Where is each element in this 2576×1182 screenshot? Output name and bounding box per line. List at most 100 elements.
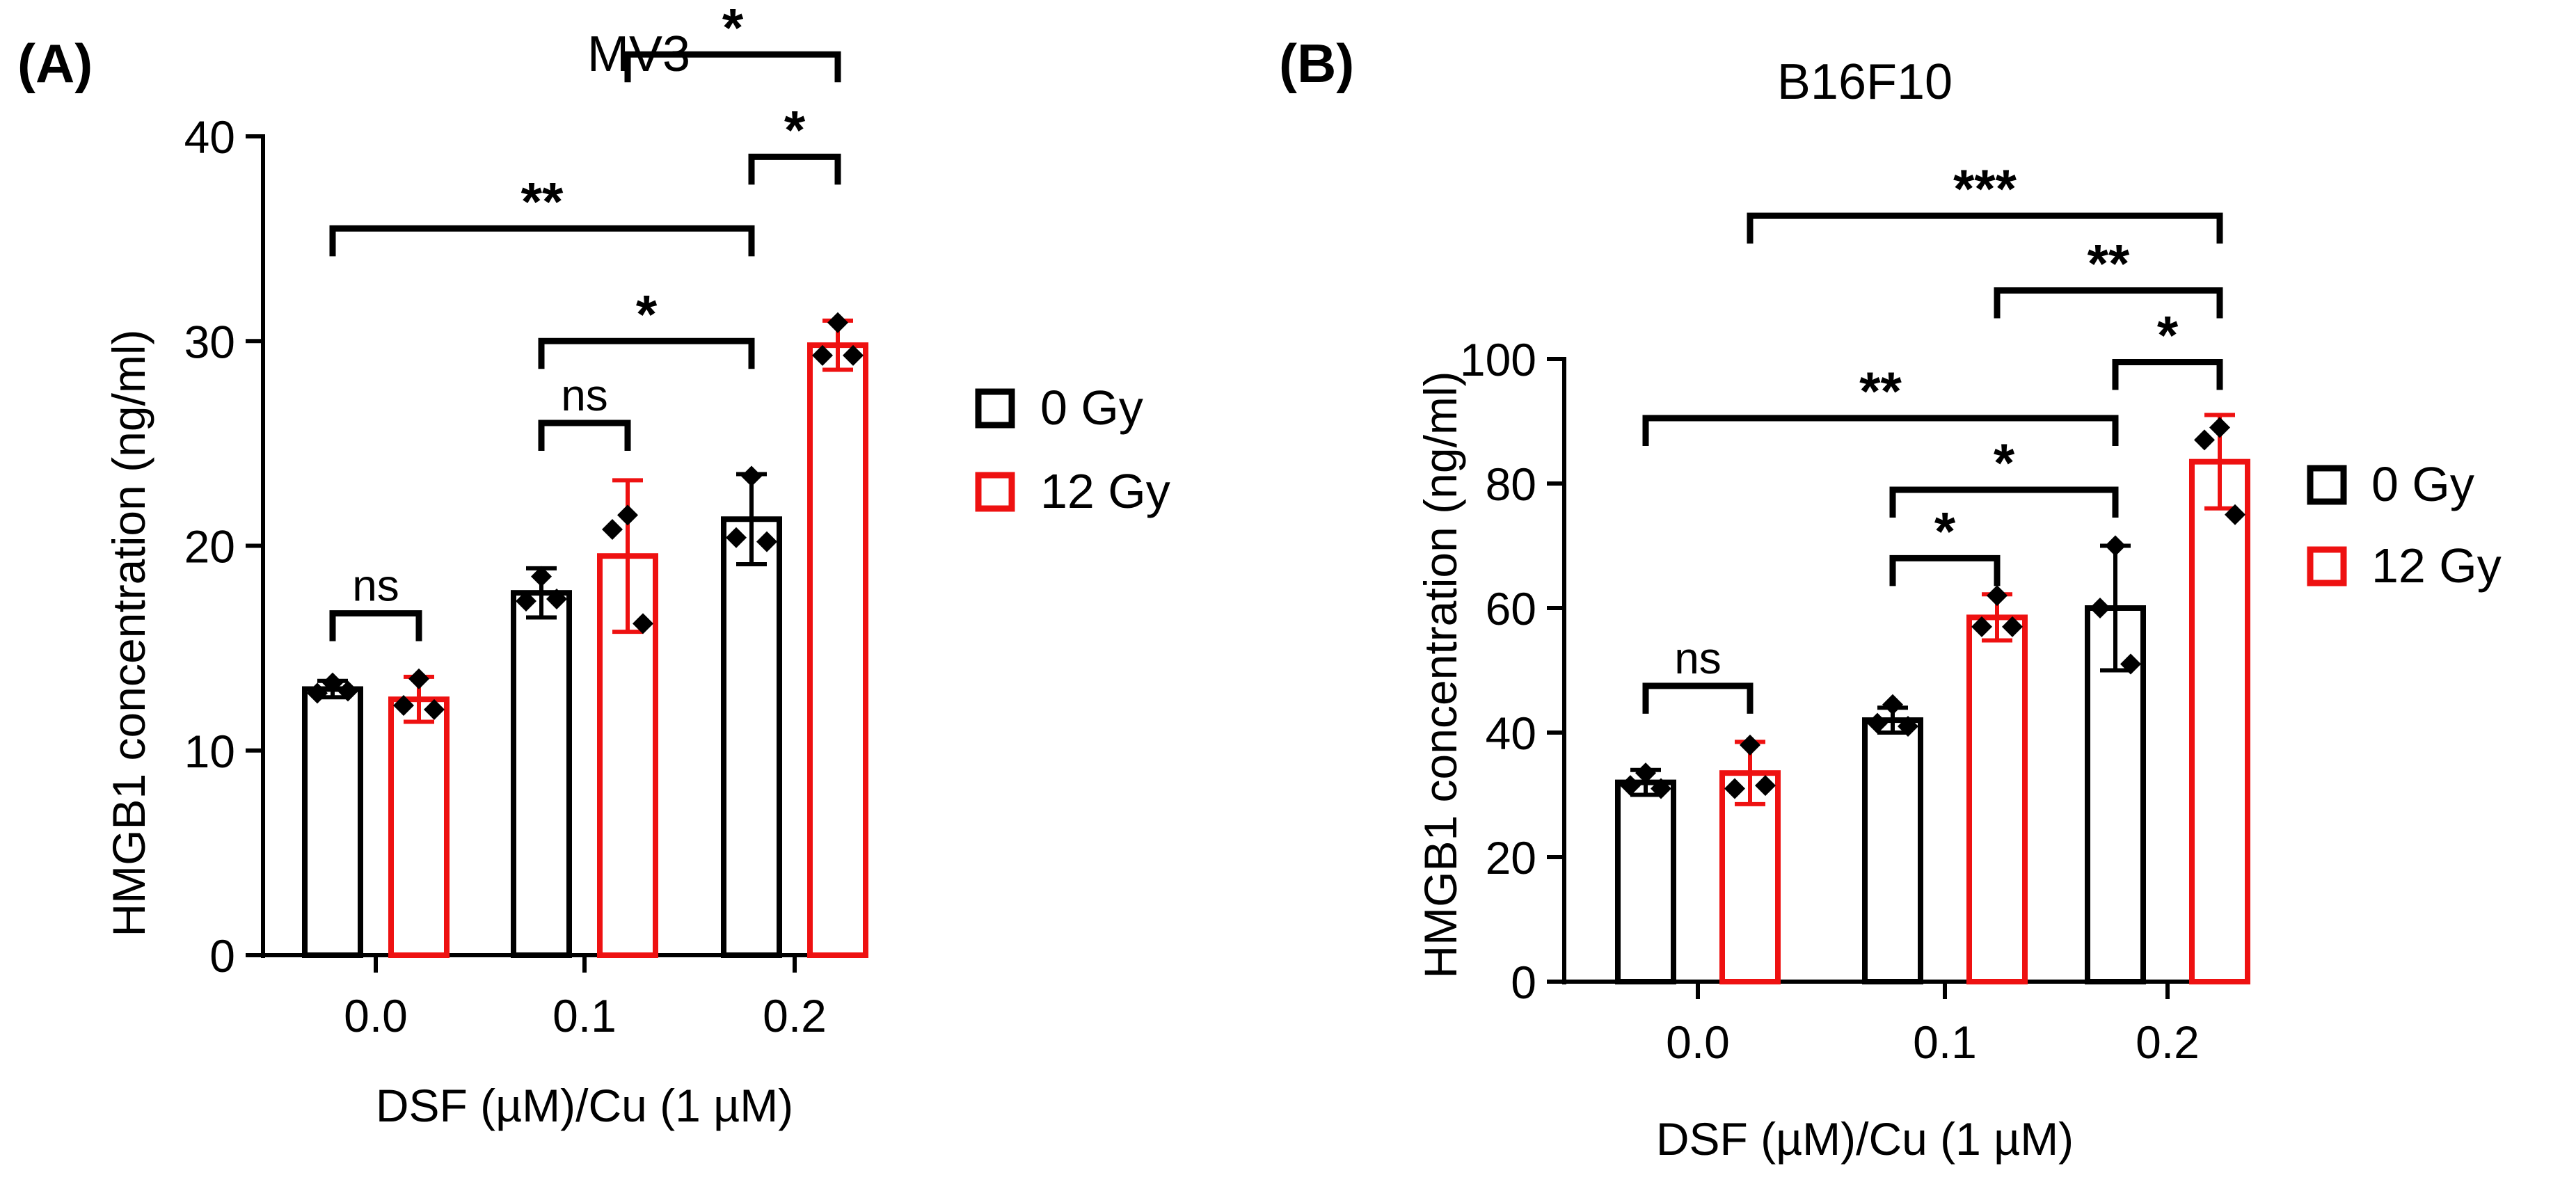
data-point xyxy=(633,613,653,634)
panel-a-y-axis-label: HMGB1 concentration (ng/ml) xyxy=(103,330,154,937)
legend-swatch-0-gy xyxy=(2307,465,2347,505)
data-point xyxy=(2225,504,2245,525)
data-point xyxy=(2090,598,2110,618)
data-point xyxy=(827,312,848,333)
legend-swatch-12-gy xyxy=(975,472,1015,512)
data-point xyxy=(307,682,328,704)
significance-label: * xyxy=(722,0,744,58)
y-tick-label-0: 0 xyxy=(209,930,235,982)
significance-bracket-6: *** xyxy=(1747,158,2223,244)
significance-label: *** xyxy=(1953,158,2017,219)
significance-bracket-3: ** xyxy=(329,170,755,257)
x-tick-label-0-2: 0.2 xyxy=(2136,1016,2200,1068)
significance-label: ns xyxy=(561,370,608,420)
data-point xyxy=(2209,417,2230,438)
data-point xyxy=(424,698,445,720)
significance-bracket-4: * xyxy=(2112,304,2223,390)
y-tick-label-40: 40 xyxy=(1486,708,1536,759)
y-tick-label-40: 40 xyxy=(184,111,235,163)
data-point xyxy=(812,344,833,366)
significance-bracket-2: * xyxy=(1889,432,2119,518)
significance-label: * xyxy=(2157,304,2179,365)
significance-bracket-4: * xyxy=(748,99,841,185)
legend-label-12-gy: 12 Gy xyxy=(1040,464,1170,518)
data-point xyxy=(741,465,762,487)
panel-a-legend: 0 Gy 12 Gy xyxy=(975,381,1170,518)
x-tick-label-0-1: 0.1 xyxy=(552,990,617,1041)
bracket-line xyxy=(1889,486,2119,518)
data-point xyxy=(2194,429,2215,451)
x-tick-label-0-1: 0.1 xyxy=(1913,1016,1977,1068)
panel-a-data-points xyxy=(307,312,864,720)
data-point xyxy=(2120,653,2141,675)
legend-swatch-0-gy xyxy=(975,388,1015,429)
panel-b: (B) B16F10 HMGB1 concentration (ng/ml) D… xyxy=(1279,33,2502,1165)
significance-bracket-3: ** xyxy=(1642,360,2119,447)
y-tick-label-0: 0 xyxy=(1511,957,1536,1008)
data-point xyxy=(1651,778,1671,799)
bracket-line xyxy=(1889,554,2001,586)
data-point xyxy=(2105,535,2126,557)
data-point xyxy=(726,527,747,548)
panel-b-significance-brackets: ns********** xyxy=(1642,158,2223,714)
y-tick-label-20: 20 xyxy=(184,521,235,573)
panel-b-axes: 0 20 40 60 80 100 0.0 0.1 0.2 xyxy=(1460,334,2227,1068)
data-point xyxy=(1740,734,1760,756)
significance-bracket-1: * xyxy=(1889,500,2001,586)
significance-bracket-5: * xyxy=(624,0,841,83)
significance-label: * xyxy=(784,99,806,160)
y-tick-label-80: 80 xyxy=(1486,458,1536,510)
bracket-line xyxy=(624,51,841,83)
bracket-line xyxy=(2112,358,2223,390)
y-tick-label-30: 30 xyxy=(184,316,235,367)
data-point xyxy=(408,668,429,689)
bracket-line xyxy=(538,337,755,369)
panel-a-x-axis-label: DSF (µM)/Cu (1 µM) xyxy=(376,1080,793,1131)
legend-swatch-12-gy xyxy=(2307,546,2347,586)
data-point xyxy=(393,695,414,717)
significance-label: ns xyxy=(1674,633,1722,683)
y-tick-label-100: 100 xyxy=(1460,334,1536,385)
data-point xyxy=(1987,585,2007,607)
panel-b-label: (B) xyxy=(1279,33,1354,94)
data-point xyxy=(1898,716,1918,737)
bracket-line xyxy=(329,610,422,641)
bracket-line xyxy=(1642,415,2119,447)
significance-label: ** xyxy=(2088,233,2130,294)
data-point xyxy=(1867,712,1888,734)
data-point xyxy=(337,680,358,702)
significance-bracket-0: ns xyxy=(1642,633,1754,714)
bracket-line xyxy=(1994,287,2223,319)
significance-label: * xyxy=(636,283,658,344)
data-point xyxy=(322,672,343,694)
panel-b-title: B16F10 xyxy=(1777,54,1953,110)
data-point xyxy=(1620,775,1641,797)
panel-b-legend: 0 Gy 12 Gy xyxy=(2307,457,2502,593)
x-tick-label-0-0: 0.0 xyxy=(1666,1016,1730,1068)
data-point xyxy=(546,589,567,610)
significance-bracket-1: ns xyxy=(538,370,631,451)
panel-b-x-axis-label: DSF (µM)/Cu (1 µM) xyxy=(1656,1113,2074,1165)
significance-bracket-0: ns xyxy=(329,561,422,641)
data-point xyxy=(602,518,623,540)
data-point xyxy=(617,504,638,526)
legend-label-0-gy: 0 Gy xyxy=(1040,381,1143,435)
significance-label: * xyxy=(1934,500,1956,561)
panel-b-data-points xyxy=(1620,417,2245,799)
data-point xyxy=(756,531,777,552)
data-point xyxy=(2002,616,2023,637)
bracket-line xyxy=(748,153,841,185)
data-point xyxy=(516,590,536,612)
panel-b-y-axis-label: HMGB1 concentration (ng/ml) xyxy=(1415,372,1466,979)
y-tick-label-60: 60 xyxy=(1486,583,1536,634)
bracket-line xyxy=(538,420,631,451)
significance-label: ** xyxy=(1859,360,1902,422)
legend-label-12-gy: 12 Gy xyxy=(2371,538,2502,593)
significance-label: * xyxy=(1994,432,2015,493)
bracket-line xyxy=(1747,212,2223,244)
data-point xyxy=(1882,694,1903,715)
legend-label-0-gy: 0 Gy xyxy=(2371,457,2474,511)
